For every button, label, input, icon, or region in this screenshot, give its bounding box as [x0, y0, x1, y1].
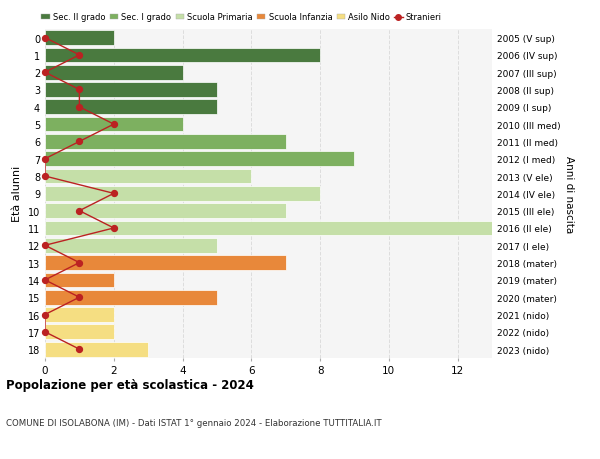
Point [74, 294, 84, 301]
Bar [45, 169, 251, 184]
Point [74, 259, 84, 267]
Bar [45, 48, 320, 63]
Bar [45, 135, 286, 150]
Point [74, 87, 84, 94]
Point [40, 156, 50, 163]
Point [109, 225, 119, 232]
Point [109, 190, 119, 197]
Point [40, 69, 50, 77]
Legend: Sec. II grado, Sec. I grado, Scuola Primaria, Scuola Infanzia, Asilo Nido, Stran: Sec. II grado, Sec. I grado, Scuola Prim… [41, 13, 442, 22]
Point [40, 311, 50, 319]
Bar [45, 31, 114, 46]
Point [40, 35, 50, 42]
Bar [45, 308, 114, 322]
Point [74, 346, 84, 353]
Bar [45, 100, 217, 115]
Bar [45, 204, 286, 218]
Point [74, 207, 84, 215]
Point [40, 242, 50, 249]
Bar [45, 152, 355, 167]
Point [40, 173, 50, 180]
Bar [45, 118, 182, 132]
Bar [45, 66, 182, 80]
Point [109, 121, 119, 129]
Bar [45, 342, 148, 357]
Point [40, 329, 50, 336]
Point [74, 139, 84, 146]
Bar [45, 290, 217, 305]
Text: Popolazione per età scolastica - 2024: Popolazione per età scolastica - 2024 [6, 379, 254, 392]
Point [40, 277, 50, 284]
Bar [45, 325, 114, 340]
Bar [45, 187, 320, 201]
Bar [45, 273, 114, 288]
Bar [45, 83, 217, 98]
Point [74, 52, 84, 59]
Y-axis label: Età alunni: Età alunni [12, 166, 22, 222]
Text: COMUNE DI ISOLABONA (IM) - Dati ISTAT 1° gennaio 2024 - Elaborazione TUTTITALIA.: COMUNE DI ISOLABONA (IM) - Dati ISTAT 1°… [6, 418, 382, 427]
Y-axis label: Anni di nascita: Anni di nascita [565, 156, 574, 232]
Point [74, 104, 84, 111]
Bar [45, 256, 286, 270]
Bar [45, 221, 492, 236]
Bar [45, 238, 217, 253]
